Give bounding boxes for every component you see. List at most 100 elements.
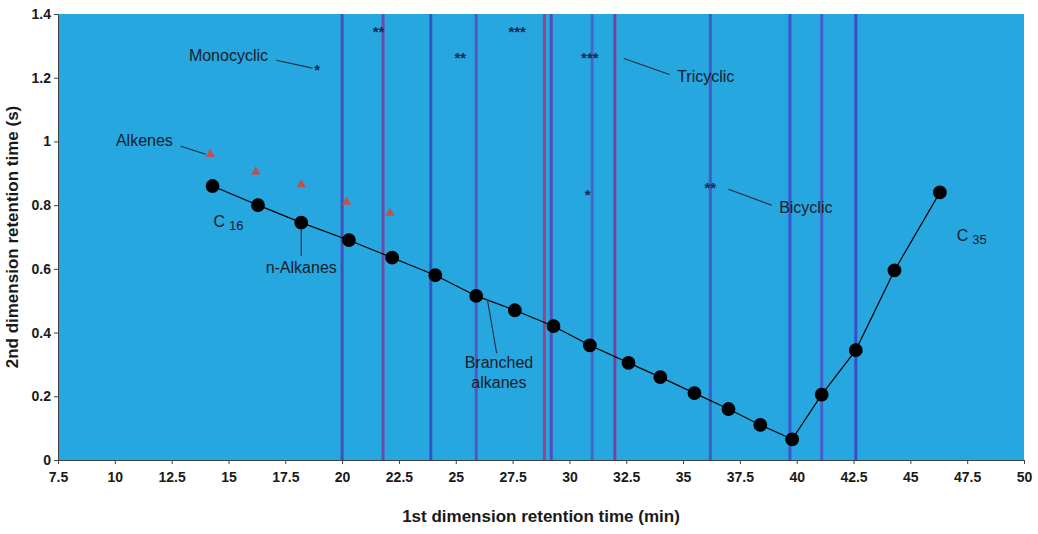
tick-label: 0.6 bbox=[32, 261, 52, 277]
tick-mark bbox=[854, 460, 855, 464]
plot-background bbox=[58, 14, 1024, 460]
tick: 0.8 bbox=[32, 197, 58, 213]
tick: 1.4 bbox=[32, 6, 58, 22]
tick: 40 bbox=[789, 460, 805, 485]
tick-label: 30 bbox=[562, 469, 578, 485]
axis-line bbox=[58, 15, 59, 461]
tick-mark bbox=[1024, 460, 1025, 464]
tick-label: 42.5 bbox=[840, 469, 867, 485]
peak-marker-label: *** bbox=[581, 49, 599, 66]
tick-label: 15 bbox=[221, 469, 237, 485]
tick-mark bbox=[967, 460, 968, 464]
data-point bbox=[815, 388, 829, 402]
tick: 7.5 bbox=[49, 460, 69, 485]
data-point bbox=[508, 303, 522, 317]
data-point bbox=[251, 198, 265, 212]
annotation: Bicyclic bbox=[779, 199, 832, 216]
data-point bbox=[583, 338, 597, 352]
tick: 37.5 bbox=[727, 460, 754, 485]
peak-streak bbox=[550, 14, 553, 460]
tick-mark bbox=[285, 460, 286, 464]
tick-label: 12.5 bbox=[159, 469, 186, 485]
leader-line bbox=[181, 146, 206, 154]
tick: 30 bbox=[562, 460, 578, 485]
data-point bbox=[722, 402, 736, 416]
y-axis-title: 2nd dimension retention time (s) bbox=[3, 106, 22, 369]
annotation: Alkenes bbox=[116, 132, 173, 149]
chart: 7.51012.51517.52022.52527.53032.53537.54… bbox=[0, 0, 1038, 534]
tick: 0.4 bbox=[32, 325, 58, 341]
tick-mark bbox=[342, 460, 343, 464]
tick-label: 10 bbox=[108, 469, 124, 485]
peak-streak bbox=[382, 14, 385, 460]
peak-marker-label: * bbox=[585, 186, 591, 203]
tick-mark bbox=[54, 460, 58, 461]
data-point bbox=[753, 418, 767, 432]
tick-mark bbox=[172, 460, 173, 464]
tick-label: 0.8 bbox=[32, 197, 52, 213]
tick-label: 40 bbox=[789, 469, 805, 485]
y-axis: 00.20.40.60.811.21.4 bbox=[32, 6, 59, 468]
peak-streak bbox=[475, 14, 478, 460]
tick-mark bbox=[54, 333, 58, 334]
tick-mark bbox=[54, 14, 58, 15]
data-point bbox=[251, 166, 260, 174]
tick: 35 bbox=[676, 460, 692, 485]
axis-line bbox=[59, 460, 1025, 461]
data-point bbox=[688, 386, 702, 400]
tick-label: 0.4 bbox=[32, 325, 52, 341]
data-point bbox=[469, 289, 483, 303]
tick: 47.5 bbox=[954, 460, 981, 485]
data-point bbox=[342, 233, 356, 247]
tick-label: 35 bbox=[676, 469, 692, 485]
data-point bbox=[849, 343, 863, 357]
data-point bbox=[888, 264, 902, 278]
tick-mark bbox=[58, 460, 59, 464]
tick: 0.2 bbox=[32, 388, 58, 404]
tick-mark bbox=[54, 141, 58, 142]
tick: 32.5 bbox=[613, 460, 640, 485]
peak-streak bbox=[613, 14, 616, 460]
data-point bbox=[785, 432, 799, 446]
data-point bbox=[206, 149, 215, 157]
data-point bbox=[933, 185, 947, 199]
annotation: n-Alkanes bbox=[266, 259, 337, 276]
leader-line bbox=[488, 301, 497, 354]
peak-marker-label: ** bbox=[704, 179, 716, 196]
peak-streak bbox=[854, 14, 857, 460]
data-point bbox=[385, 208, 394, 216]
plot-area bbox=[206, 14, 947, 460]
tick: 17.5 bbox=[272, 460, 299, 485]
tick: 12.5 bbox=[159, 460, 186, 485]
data-point bbox=[428, 268, 442, 282]
leader-line bbox=[624, 59, 669, 75]
tick-label: 1 bbox=[43, 133, 51, 149]
tick-mark bbox=[54, 205, 58, 206]
tick-label: 27.5 bbox=[499, 469, 526, 485]
tick-mark bbox=[513, 460, 514, 464]
tick-label: 47.5 bbox=[954, 469, 981, 485]
tick-label: 32.5 bbox=[613, 469, 640, 485]
annotation: C35 bbox=[957, 227, 987, 247]
peak-streak bbox=[429, 14, 432, 460]
tick-label: 7.5 bbox=[49, 469, 69, 485]
tick: 0 bbox=[43, 452, 58, 468]
peak-marker-label: * bbox=[314, 61, 320, 78]
x-axis: 7.51012.51517.52022.52527.53032.53537.54… bbox=[49, 460, 1033, 485]
tick-label: 20 bbox=[335, 469, 351, 485]
tick-mark bbox=[797, 460, 798, 464]
tick-label: 50 bbox=[1017, 469, 1033, 485]
tick: 45 bbox=[903, 460, 919, 485]
annotation: Branchedalkanes bbox=[465, 355, 534, 391]
x-axis-title: 1st dimension retention time (min) bbox=[402, 507, 680, 526]
tick: 1 bbox=[43, 133, 58, 149]
tick-mark bbox=[54, 396, 58, 397]
series-line bbox=[213, 186, 940, 439]
tick-mark bbox=[740, 460, 741, 464]
tick: 27.5 bbox=[499, 460, 526, 485]
leader-line bbox=[729, 189, 772, 205]
tick-mark bbox=[626, 460, 627, 464]
peak-streak bbox=[543, 14, 546, 460]
data-point bbox=[294, 216, 308, 230]
annotation: Monocyclic bbox=[189, 47, 268, 64]
